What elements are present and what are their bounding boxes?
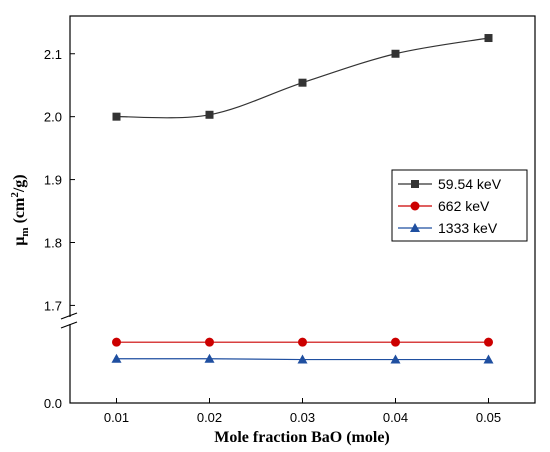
axis-break-slash-bottom: [60, 321, 78, 329]
legend-item: 1333 keV: [398, 220, 498, 236]
ticks-layer: 0.01 0.02 0.03 0.04 0.05 1.7 1.8 1.9 2.0 2.1 0.0: [44, 47, 501, 425]
legend-items: 59.54 keV 662 keV 1333 keV: [398, 176, 502, 236]
x-axis-title: Mole fraction BaO (mole): [214, 429, 390, 446]
y-tick-label: 1.8: [44, 236, 62, 251]
data-point: [391, 49, 400, 58]
data-point: [297, 354, 308, 364]
legend-swatch-marker: [411, 180, 419, 188]
data-point: [298, 78, 307, 87]
data-point: [111, 353, 122, 363]
series-3: [111, 353, 494, 364]
legend-item: 59.54 keV: [398, 176, 502, 192]
data-point: [483, 354, 494, 364]
y-tick-label: 1.7: [44, 298, 62, 313]
series-2: [112, 337, 493, 347]
y-axis-title-subscript: m: [19, 227, 31, 236]
y-tick-label: 1.9: [44, 173, 62, 188]
legend-swatch-marker: [410, 201, 420, 211]
legend-item: 662 keV: [398, 198, 490, 214]
data-point: [205, 337, 214, 347]
data-point: [390, 354, 401, 364]
data-point: [112, 337, 121, 347]
y-axis-title-superscript: 2: [9, 192, 21, 198]
data-point: [391, 337, 400, 347]
data-point: [298, 337, 307, 347]
legend: 59.54 keV 662 keV 1333 keV: [391, 169, 528, 242]
y-axis-title: μm (cm2/g): [9, 174, 31, 245]
data-point: [112, 112, 121, 121]
y-axis-title-unit-end: /g): [11, 174, 28, 193]
x-tick-label: 0.02: [197, 410, 222, 425]
data-point: [204, 353, 215, 363]
y-tick-label: 0.0: [44, 396, 62, 411]
x-tick-label: 0.05: [476, 410, 501, 425]
legend-swatch-marker: [410, 223, 420, 232]
x-tick-label: 0.04: [383, 410, 408, 425]
series-1: [112, 34, 493, 121]
series-line: [116, 37, 489, 119]
axis-break-slash-top: [60, 312, 78, 320]
x-tick-label: 0.01: [104, 410, 129, 425]
legend-label: 59.54 keV: [438, 176, 502, 192]
legend-label: 1333 keV: [438, 220, 498, 236]
y-axis-title-symbol: μ: [11, 237, 28, 246]
data-point: [205, 110, 214, 119]
y-tick-label: 2.0: [44, 110, 62, 125]
legend-label: 662 keV: [438, 198, 490, 214]
axis-break: [60, 312, 78, 329]
x-tick-label: 0.03: [290, 410, 315, 425]
y-axis-title-unit: (cm: [11, 197, 28, 227]
axis-break-gap: [64, 317, 78, 324]
series-layer: [111, 34, 494, 364]
data-point: [484, 337, 493, 347]
y-tick-label: 2.1: [44, 47, 62, 62]
data-point: [484, 34, 493, 43]
